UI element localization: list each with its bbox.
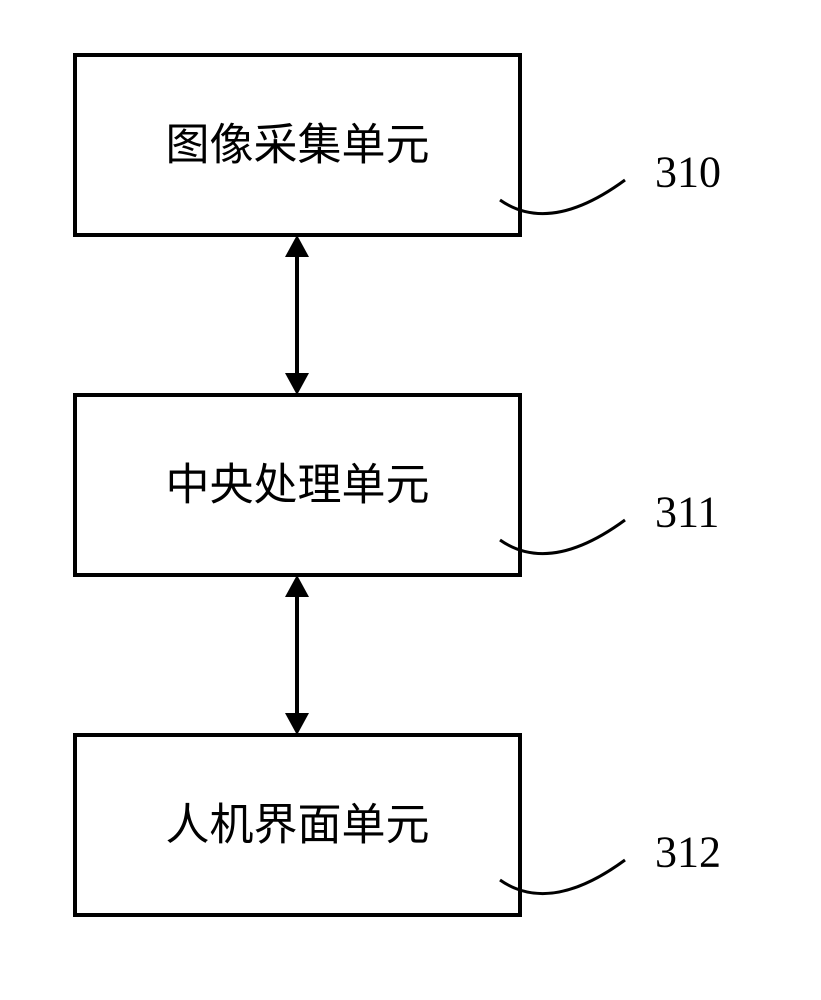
block-label-0: 图像采集单元	[166, 121, 430, 170]
ref-number-1: 311	[655, 488, 719, 537]
ref-number-0: 310	[655, 148, 721, 197]
block-label-2: 人机界面单元	[166, 801, 430, 850]
block-diagram: 图像采集单元 310 中央处理单元 311 人机界面单元 312	[0, 0, 821, 1000]
ref-number-2: 312	[655, 828, 721, 877]
block-label-1: 中央处理单元	[166, 461, 430, 510]
